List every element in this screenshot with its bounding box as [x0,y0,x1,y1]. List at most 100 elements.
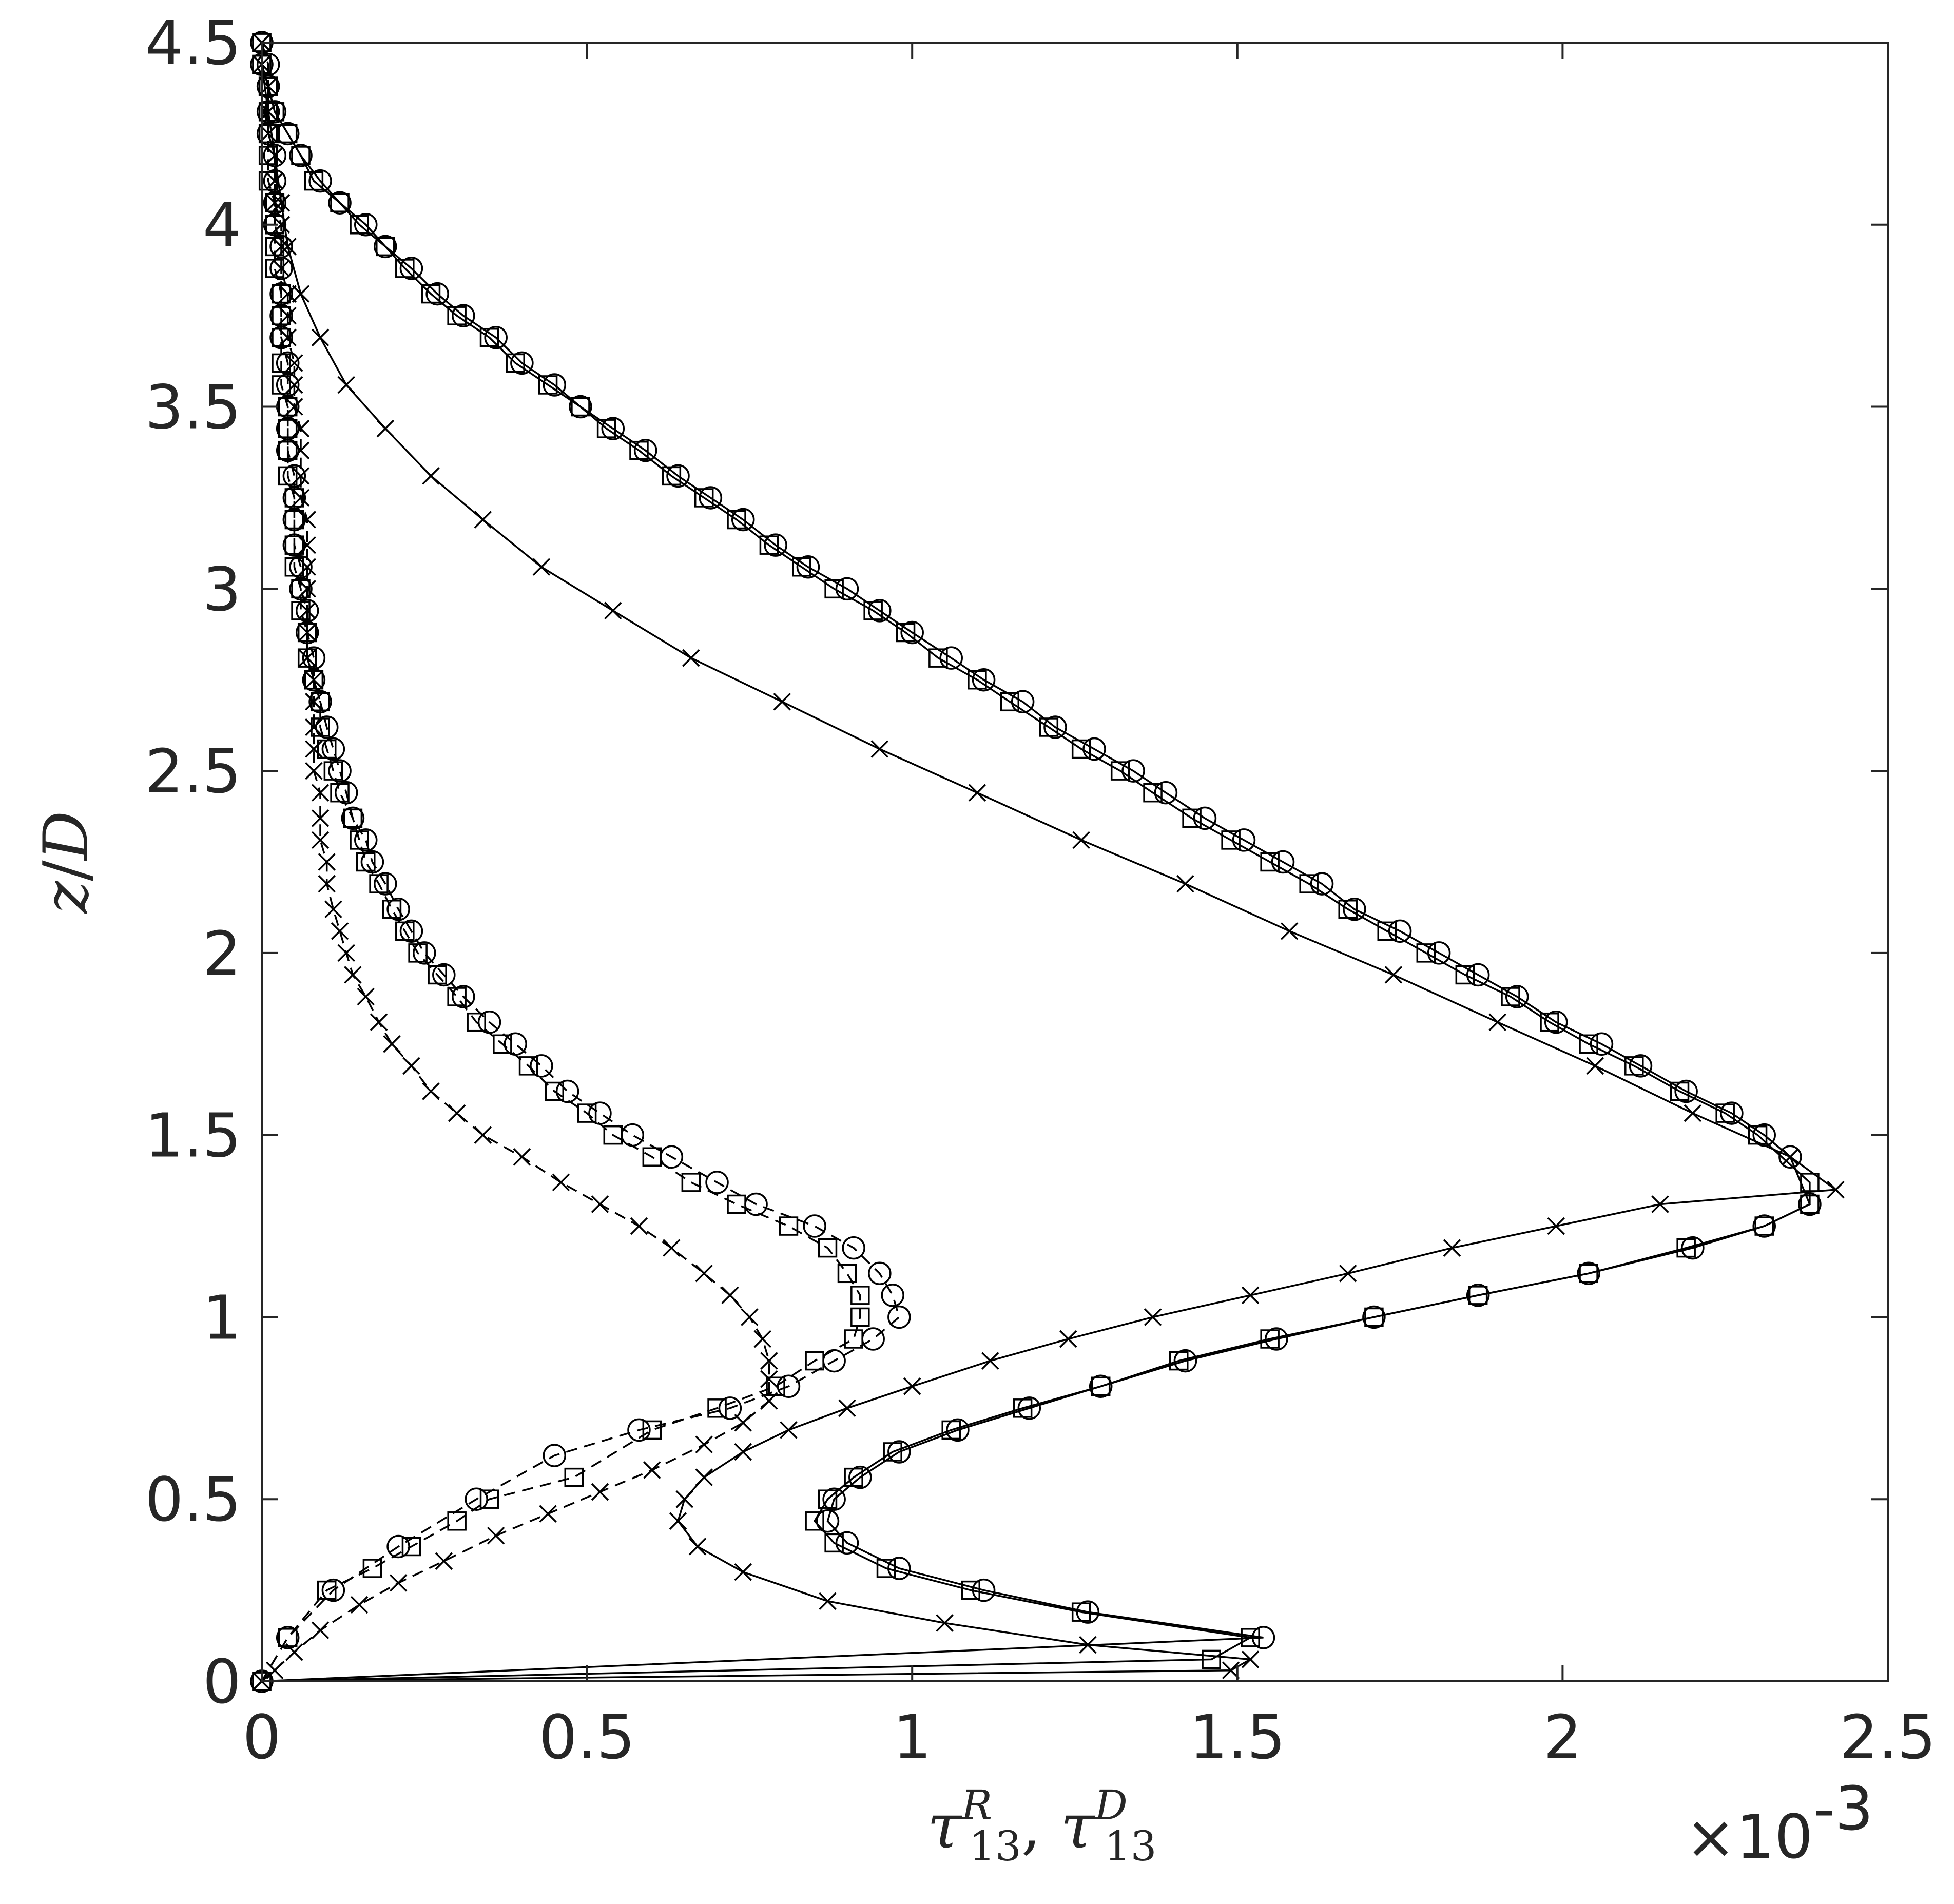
square-marker [727,1194,746,1214]
square-marker [928,648,948,668]
square-marker [479,327,499,347]
cross-marker [292,467,310,485]
cross-marker [760,1392,778,1410]
square-marker [1039,717,1059,737]
circle-marker [328,759,352,783]
square-marker [382,899,402,919]
square-marker [805,1511,824,1531]
square-marker [818,1489,838,1509]
cross-marker [305,740,323,758]
series-6 [253,33,778,1691]
square-marker [571,397,590,417]
cross-marker [838,1399,856,1417]
cross-marker [376,419,395,438]
circle-marker [1082,737,1106,761]
circle-marker [822,1487,846,1511]
cross-marker [819,1592,837,1610]
series-line [261,43,861,1682]
square-marker [311,692,330,712]
cross-marker [259,103,277,121]
series-line [261,43,1811,1682]
circle-marker [887,1440,911,1464]
cross-marker [266,172,284,190]
circle-marker [432,963,456,987]
square-marker [278,466,298,486]
square-marker [1241,1628,1260,1647]
square-marker [1202,1649,1221,1669]
square-marker [479,1489,499,1509]
square-marker [447,1511,467,1531]
circle-marker [289,144,313,167]
circle-marker [803,1214,826,1238]
square-marker [876,1559,896,1578]
circle-marker [848,1465,872,1489]
circle-marker [1674,1079,1698,1103]
x-tick-label: 1 [893,1702,932,1773]
circle-marker [1232,828,1256,852]
cross-marker [292,489,310,507]
cross-marker [539,1505,557,1523]
square-marker [323,761,343,781]
cross-marker [474,1126,492,1144]
cross-marker [1144,1308,1162,1326]
square-marker [447,987,467,1006]
cross-marker [1079,1636,1097,1654]
cross-marker [422,1082,440,1100]
circle-marker [835,577,859,601]
cross-marker [324,900,342,918]
y-tick-label: 4.5 [145,8,241,79]
cross-marker [591,1483,609,1501]
cross-marker [259,77,277,95]
circle-marker [764,533,787,557]
circle-marker [627,1418,651,1442]
cross-marker [936,1614,954,1632]
cross-marker [266,1661,284,1679]
circle-marker [425,282,449,306]
circle-marker [816,1509,840,1533]
square-marker [272,327,291,347]
circle-marker [718,1396,742,1420]
y-tick-label: 0 [203,1646,241,1717]
square-marker [662,466,682,486]
square-marker [421,284,441,304]
y-tick-label: 2 [203,918,241,989]
circle-marker [510,351,534,375]
square-marker [284,557,304,577]
cross-marker [513,1148,531,1166]
square-marker [1501,987,1520,1006]
circle-marker [276,351,300,375]
circle-marker [601,417,625,440]
cross-marker [298,558,316,576]
circle-marker [543,373,566,397]
cross-marker [259,125,277,143]
cross-marker [402,1057,420,1075]
square-marker [1221,830,1241,850]
cross-marker [272,238,291,256]
square-marker [824,1533,844,1553]
square-marker [596,419,616,438]
circle-marker [1629,1054,1653,1078]
cross-marker [695,1468,713,1486]
circle-marker [1752,1214,1776,1238]
square-marker [265,237,285,257]
circle-marker [1271,850,1295,874]
cross-marker [279,306,297,325]
cross-marker [474,511,492,529]
circle-marker [399,257,423,280]
square-marker [317,1580,337,1600]
circle-marker [881,1284,904,1307]
y-tick-label: 2.5 [145,736,241,807]
square-marker [284,510,304,530]
square-marker [395,259,415,278]
cross-marker [773,693,791,711]
square-marker [278,419,298,438]
cross-marker [1280,922,1299,940]
square-marker [518,1056,538,1076]
plot-frame [261,42,1889,1682]
square-marker [258,124,278,144]
cross-marker [675,1490,693,1508]
square-marker [278,397,298,417]
cross-marker [266,146,284,165]
square-marker [850,1286,870,1305]
